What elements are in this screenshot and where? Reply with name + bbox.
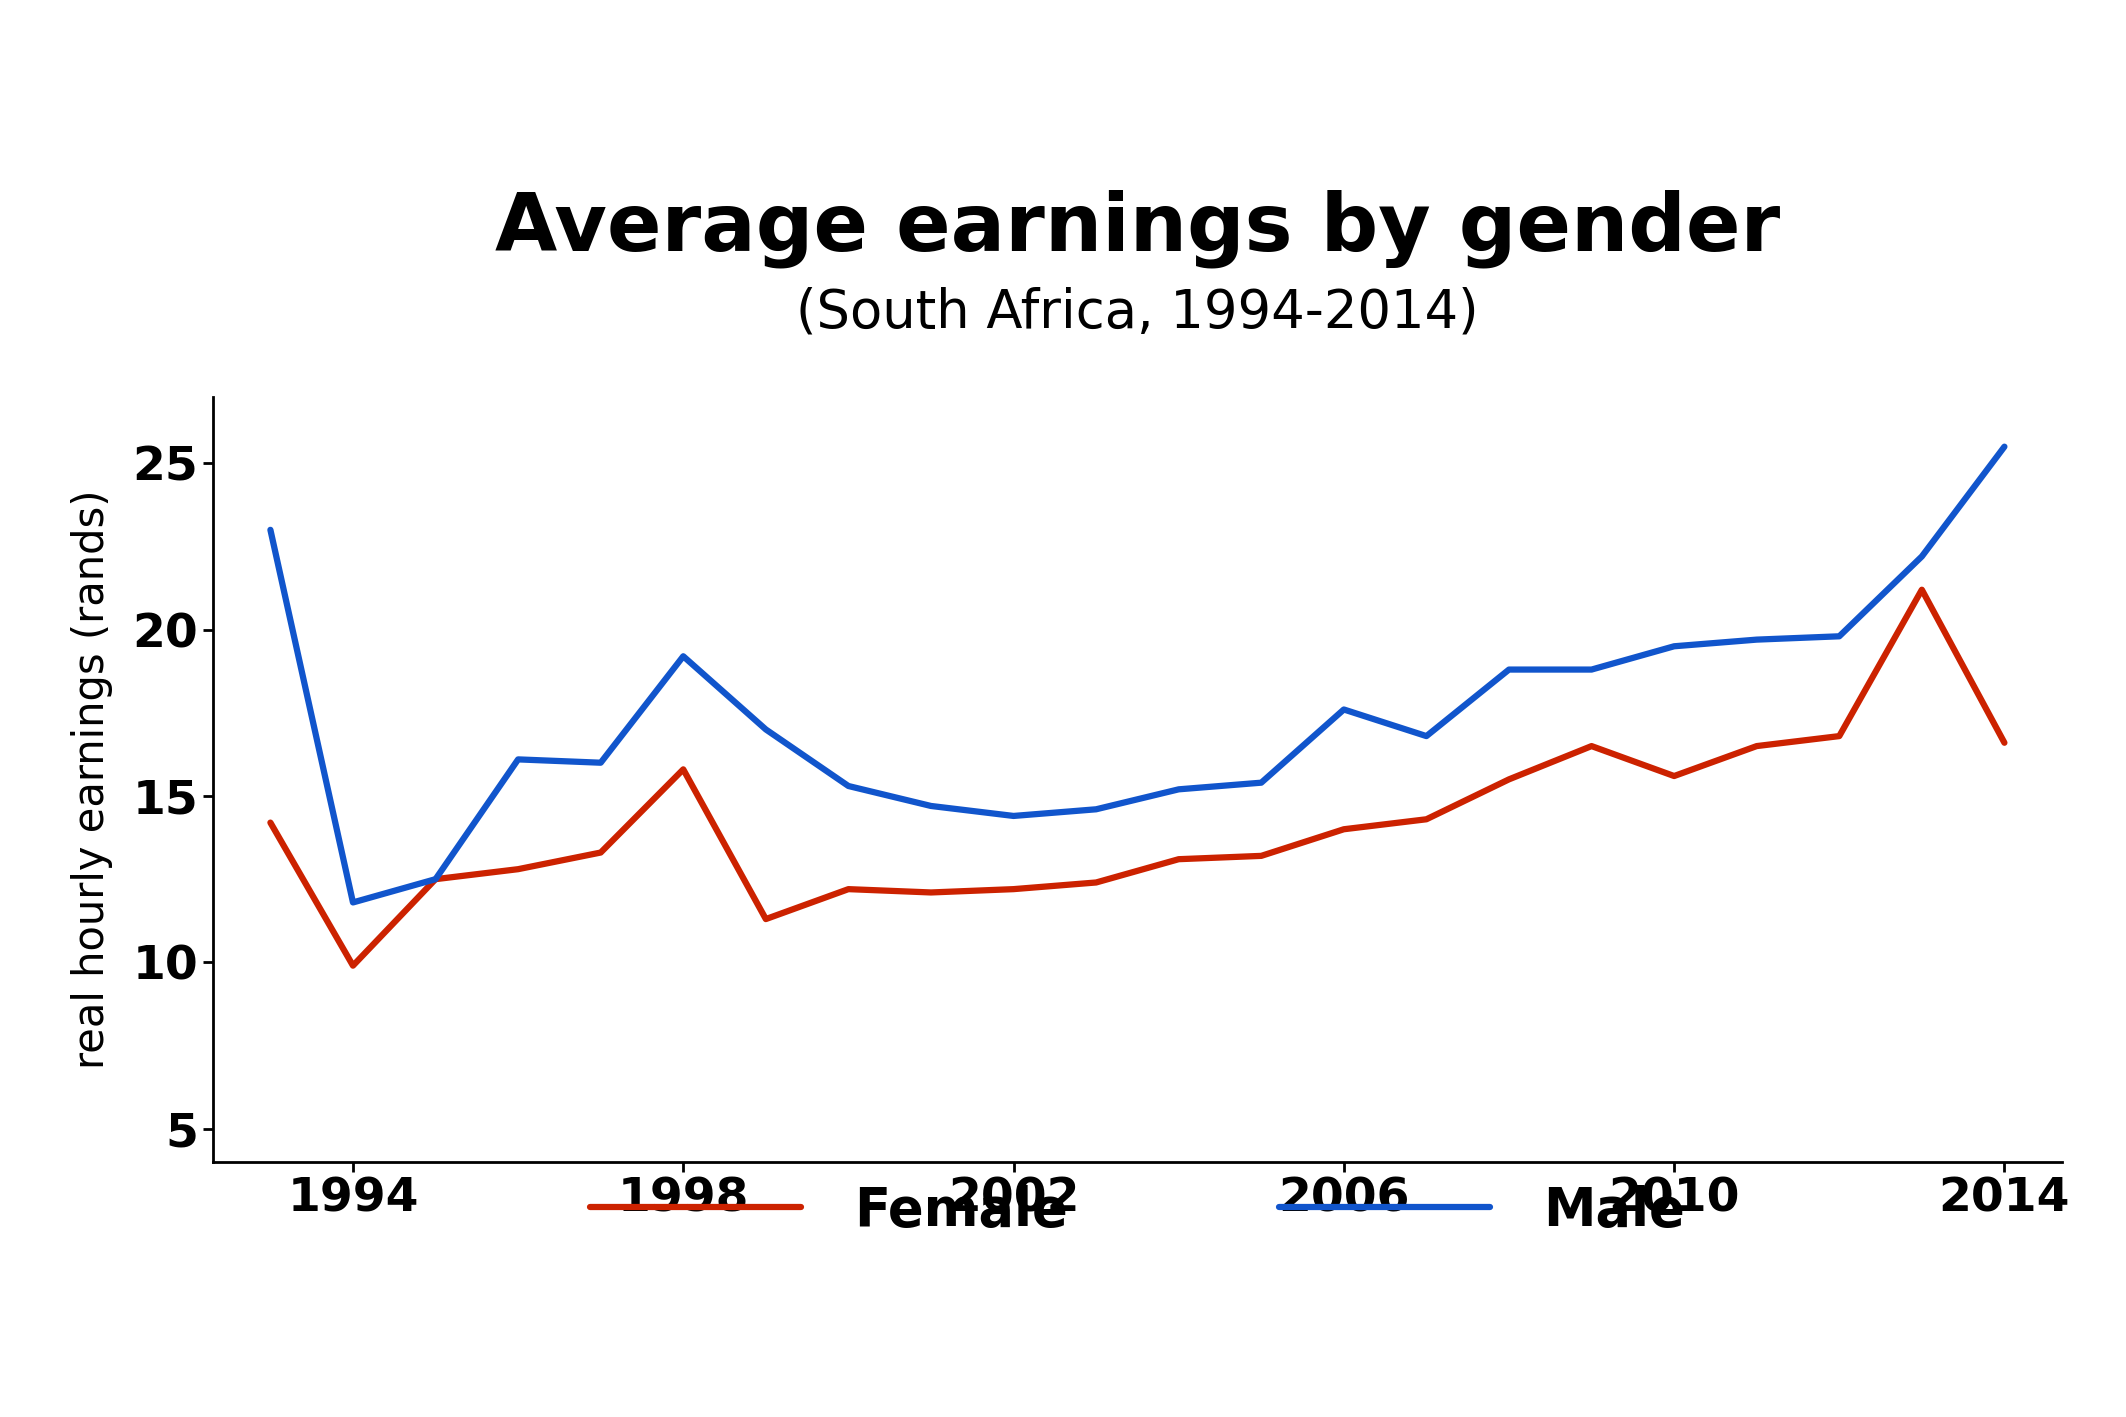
Male [1826, 628, 1852, 645]
Male [423, 870, 449, 887]
Text: (South Africa, 1994-2014): (South Africa, 1994-2014) [795, 286, 1480, 339]
Male [1909, 548, 1935, 565]
Female [257, 815, 283, 832]
Male [836, 778, 861, 795]
Male [340, 894, 366, 911]
Male [506, 751, 532, 768]
Female [340, 956, 366, 973]
Female [670, 761, 695, 778]
Male [1497, 662, 1522, 679]
Female [1084, 874, 1110, 891]
Female [589, 845, 614, 862]
Y-axis label: real hourly earnings (rands): real hourly earnings (rands) [70, 490, 113, 1068]
Female [1580, 738, 1605, 755]
Male [1414, 727, 1439, 744]
Female [1414, 811, 1439, 828]
Legend: Female, Male: Female, Male [570, 1163, 1705, 1258]
Female [1165, 850, 1191, 867]
Female [1497, 771, 1522, 788]
Female [918, 884, 944, 901]
Female [1743, 738, 1769, 755]
Line: Female: Female [270, 589, 2005, 965]
Male [1331, 701, 1356, 718]
Female [1331, 820, 1356, 837]
Male [1165, 781, 1191, 798]
Female [1660, 768, 1686, 785]
Male [257, 521, 283, 538]
Male [1580, 662, 1605, 679]
Female [753, 911, 778, 928]
Female [1909, 581, 1935, 598]
Male [1992, 438, 2018, 455]
Line: Male: Male [270, 446, 2005, 903]
Text: Average earnings by gender: Average earnings by gender [495, 190, 1779, 268]
Female [1001, 880, 1027, 897]
Male [753, 721, 778, 738]
Male [918, 798, 944, 815]
Male [1660, 638, 1686, 655]
Female [423, 870, 449, 887]
Female [506, 860, 532, 877]
Female [836, 880, 861, 897]
Male [670, 648, 695, 665]
Female [1248, 847, 1273, 864]
Male [1084, 801, 1110, 818]
Female [1992, 734, 2018, 751]
Male [1248, 774, 1273, 791]
Male [1743, 631, 1769, 648]
Male [589, 754, 614, 771]
Male [1001, 808, 1027, 825]
Female [1826, 727, 1852, 744]
